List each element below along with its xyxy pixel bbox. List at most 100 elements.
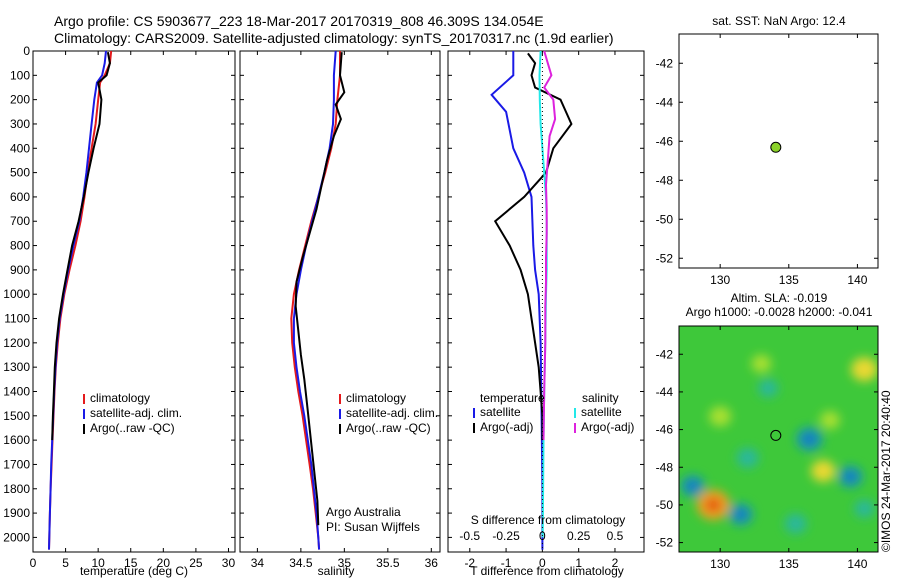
- depth-tick-label: 1300: [3, 360, 30, 374]
- difference-xlabel-top: S difference from climatology: [471, 513, 626, 527]
- temperature-xtick-label: 10: [91, 556, 105, 570]
- panel-temperature-frame: [32, 50, 236, 553]
- sla-blob: [811, 460, 836, 483]
- sst-map-xtick-label: 140: [847, 273, 867, 287]
- depth-tick-label: 1700: [3, 457, 30, 471]
- temperature-xtick-label: 20: [157, 556, 171, 570]
- series-difference-temperature-satellite: [490, 51, 544, 550]
- temperature-xtick-label: 0: [30, 556, 37, 570]
- legend-difference-label: Argo(-adj): [480, 420, 533, 434]
- sla-map-ytick-label: -50: [656, 498, 674, 512]
- legend-salinity-label: climatology: [346, 391, 406, 405]
- depth-tick-label: 1800: [3, 482, 30, 496]
- depth-tick-label: 1600: [3, 433, 30, 447]
- legend-difference-label: Argo(-adj): [581, 420, 634, 434]
- legend-temperature-label: Argo(..raw -QC): [90, 421, 175, 435]
- sla-map-title-line2: Argo h1000: -0.0028 h2000: -0.041: [686, 305, 873, 319]
- sst-map-title: sat. SST: NaN Argo: 12.4: [712, 14, 846, 28]
- temperature-xtick-label: 30: [222, 556, 236, 570]
- sla-blob-core: [687, 481, 699, 491]
- salinity-xtick-label: 35.5: [376, 556, 400, 570]
- salinity-xtick-label: 34.5: [289, 556, 313, 570]
- depth-tick-label: 1200: [3, 336, 30, 350]
- sla-blobs: [680, 354, 878, 534]
- difference-xtick-label: 0: [539, 556, 546, 570]
- chart-subtitle: Climatology: CARS2009. Satellite-adjuste…: [54, 30, 614, 46]
- sla-blob: [854, 499, 875, 518]
- depth-tick-label: 2000: [3, 530, 30, 544]
- sla-blob: [851, 357, 878, 382]
- depth-tick-label: 300: [10, 117, 30, 131]
- panel-salinity-frame: [239, 50, 441, 553]
- temperature-xtick-label: 5: [62, 556, 69, 570]
- legend-difference-temperature-title: temperature: [480, 391, 545, 405]
- depth-tick-label: 800: [10, 239, 30, 253]
- depth-tick-label: 200: [10, 93, 30, 107]
- sst-map-xtick-label: 130: [710, 273, 730, 287]
- sla-blob: [709, 406, 732, 427]
- depth-tick-label: 600: [10, 190, 30, 204]
- depth-tick-label: 0: [23, 44, 30, 58]
- sla-blob: [751, 354, 772, 373]
- difference-xtick-label: 1: [575, 556, 582, 570]
- panel-sla-map-frame: [678, 325, 879, 553]
- series-difference-salinity-argo-adj-: [542, 50, 557, 441]
- salinity-xtick-label: 35: [338, 556, 352, 570]
- difference-top-tick-label: -0.25: [492, 529, 520, 543]
- difference-top-tick-label: 0.25: [567, 529, 591, 543]
- salinity-xtick-label: 36: [425, 556, 439, 570]
- sst-map-ytick-label: -48: [656, 173, 674, 187]
- sla-blob-core: [845, 472, 857, 482]
- sst-map-xtick-label: 135: [779, 273, 799, 287]
- sla-map-ytick-label: -44: [656, 385, 674, 399]
- depth-tick-label: 1500: [3, 409, 30, 423]
- depth-tick-label: 900: [10, 263, 30, 277]
- sla-blob: [736, 447, 759, 468]
- legend-difference-salinity-title: salinity: [582, 391, 619, 405]
- sst-map-ytick-label: -46: [656, 134, 674, 148]
- sla-map-ytick-label: -48: [656, 460, 674, 474]
- difference-xtick-label: -2: [464, 556, 475, 570]
- legend-temperature-label: climatology: [90, 391, 150, 405]
- depth-tick-label: 500: [10, 166, 30, 180]
- legend-salinity-label: satellite-adj. clim.: [346, 406, 438, 420]
- legend-temperature-label: satellite-adj. clim.: [90, 406, 182, 420]
- difference-top-tick-label: 0: [539, 529, 546, 543]
- sst-map-ytick-label: -44: [656, 95, 674, 109]
- annotation-line1: Argo Australia: [326, 505, 401, 519]
- legend-difference-label: satellite: [480, 405, 521, 419]
- sla-blob: [784, 513, 807, 534]
- sla-blob: [820, 411, 840, 430]
- depth-tick-label: 400: [10, 141, 30, 155]
- salinity-xlabel: salinity: [318, 564, 355, 578]
- depth-tick-label: 1100: [4, 312, 30, 326]
- sla-map-xtick-label: 135: [779, 557, 799, 571]
- sla-map-ytick-label: -42: [656, 347, 674, 361]
- chart-title: Argo profile: CS 5903677_223 18-Mar-2017…: [54, 13, 544, 29]
- difference-top-tick-label: 0.5: [607, 529, 624, 543]
- sst-map-ytick-label: -52: [656, 251, 674, 265]
- series-temperature-climatology: [48, 50, 113, 550]
- sla-map-xtick-label: 130: [710, 557, 730, 571]
- sla-blob-core: [735, 509, 747, 519]
- depth-tick-label: 1400: [3, 384, 30, 398]
- legend-difference-label: satellite: [581, 405, 622, 419]
- credit-text: ©IMOS 24-Mar-2017 20:40:40: [879, 390, 893, 552]
- sst-float-marker: [770, 141, 782, 153]
- difference-xtick-label: -1: [501, 556, 512, 570]
- sst-map-ytick-label: -42: [656, 56, 674, 70]
- series-salinity-argo-raw-qc-: [294, 52, 346, 526]
- difference-xtick-label: 2: [612, 556, 619, 570]
- temperature-xlabel: temperature (deg C): [80, 564, 188, 578]
- panel-sst-map-frame: [678, 33, 879, 269]
- series-temperature-satellite-adj-clim-: [48, 50, 107, 550]
- sla-blob: [758, 379, 779, 398]
- sla-float-marker: [770, 429, 782, 441]
- difference-xlabel: T difference from climatology: [470, 564, 624, 578]
- sla-heatmap: [679, 326, 878, 552]
- depth-tick-label: 1000: [3, 287, 30, 301]
- sla-map-ytick-label: -52: [656, 536, 674, 550]
- depth-tick-label: 700: [10, 214, 30, 228]
- sla-blob-core: [803, 434, 816, 444]
